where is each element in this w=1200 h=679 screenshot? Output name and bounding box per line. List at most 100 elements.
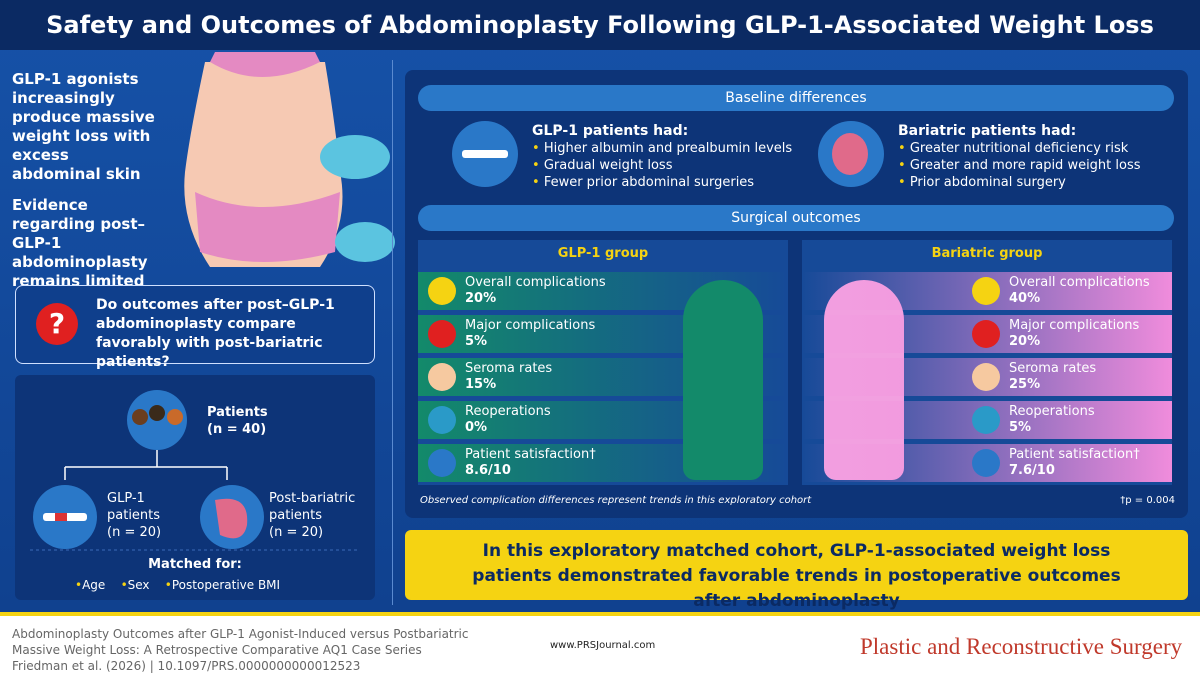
citation-line: Massive Weight Loss: A Retrospective Com…: [12, 643, 422, 657]
citation-line: Abdominoplasty Outcomes after GLP-1 Agon…: [12, 627, 469, 641]
citation-line: Friedman et al. (2026) | 10.1097/PRS.000…: [12, 659, 361, 673]
outcome-icon: [972, 406, 1000, 434]
baseline-text: Fewer prior abdominal surgeries: [543, 175, 755, 190]
baseline-text: Gradual weight loss: [543, 158, 673, 173]
baseline-column: GLP-1 patients had: • Higher albumin and …: [532, 122, 802, 191]
patients-n: (n = 40): [207, 422, 267, 437]
outcome-icon: [428, 449, 456, 477]
outcome-icon: [428, 406, 456, 434]
outcome-row: Major complications 5%: [418, 315, 788, 353]
pen-icon: [452, 121, 518, 187]
patients-label: Patients: [207, 405, 268, 420]
baseline-heading: Bariatric patients had:: [898, 123, 1077, 139]
group-label: GLP-1 patients (n = 20): [107, 490, 187, 541]
bullet: •: [532, 175, 544, 190]
intro-text: GLP-1 agonists increasingly produce mass…: [12, 70, 155, 183]
group-title: GLP-1 group: [557, 246, 649, 261]
body-illustration: [184, 52, 395, 267]
outcome-icon: [428, 320, 456, 348]
footer: Abdominoplasty Outcomes after GLP-1 Agon…: [0, 612, 1200, 679]
outcome-label: Seroma rates: [1009, 361, 1097, 376]
bullet: •: [532, 141, 544, 156]
outcome-value: 15%: [465, 377, 497, 392]
outcome-icon: [428, 363, 456, 391]
section-bar: Surgical outcomes: [418, 205, 1174, 231]
baseline-text: Greater and more rapid weight loss: [909, 158, 1141, 173]
outcome-value: 7.6/10: [1009, 463, 1055, 478]
outcome-row: Reoperations 5%: [802, 401, 1172, 439]
outcome-label: Seroma rates: [465, 361, 553, 376]
question: Do outcomes after post–GLP-1 abdominopla…: [96, 297, 335, 370]
matched-title: Matched for:: [148, 557, 242, 572]
header-bar: Safety and Outcomes of Abdominoplasty Fo…: [0, 0, 1200, 50]
group-n: (n = 20): [107, 525, 162, 540]
baseline-heading: GLP-1 patients had:: [532, 123, 689, 139]
baseline-column: Bariatric patients had: • Greater nutriti…: [898, 122, 1168, 191]
note: Observed complication differences repres…: [420, 495, 812, 506]
matched-item: Postoperative BMI: [171, 578, 281, 592]
group-name: GLP-1 patients: [107, 491, 161, 523]
baseline-item: • Gradual weight loss: [532, 157, 802, 174]
baseline-item: • Prior abdominal surgery: [898, 174, 1168, 191]
tree-lines: [30, 390, 360, 551]
footer-rule: [0, 612, 1200, 616]
outcome-label: Overall complications: [1009, 275, 1150, 290]
outcome-value: 20%: [465, 291, 497, 306]
baseline-item: • Fewer prior abdominal surgeries: [532, 174, 802, 191]
intro-text: Evidence regarding post–GLP-1 abdominopl…: [12, 196, 148, 290]
citation: Abdominoplasty Outcomes after GLP-1 Agon…: [12, 626, 469, 674]
baseline-text: Higher albumin and prealbumin levels: [543, 141, 793, 156]
stomach-icon: [818, 121, 884, 187]
group-title: Bariatric group: [931, 246, 1043, 261]
divider: [392, 60, 393, 605]
baseline-text: Prior abdominal surgery: [909, 175, 1066, 190]
outcome-value: 8.6/10: [465, 463, 511, 478]
baseline-text: Greater nutritional deficiency risk: [909, 141, 1129, 156]
url[interactable]: www.PRSJournal.com: [550, 640, 656, 651]
outcome-row: Seroma rates 15%: [418, 358, 788, 396]
outcome-value: 5%: [465, 334, 488, 349]
outcome-icon: [428, 277, 456, 305]
baseline-item: • Higher albumin and prealbumin levels: [532, 140, 802, 157]
outcome-label: Major complications: [465, 318, 596, 333]
baseline-item: • Greater and more rapid weight loss: [898, 157, 1168, 174]
question-icon: ?: [36, 303, 78, 345]
bullet: •: [898, 175, 910, 190]
outcome-row: Seroma rates 25%: [802, 358, 1172, 396]
outcome-icon: [972, 449, 1000, 477]
group-label: Post-bariatric patients (n = 20): [269, 490, 359, 541]
patients-box: Patients (n = 40) GLP-1 patients (n = 20)…: [15, 375, 375, 600]
outcome-row: Patient satisfaction† 8.6/10: [418, 444, 788, 482]
outcome-label: Patient satisfaction†: [1009, 447, 1140, 462]
bullet: •: [898, 141, 910, 156]
group-name: Post-bariatric patients: [269, 491, 356, 523]
outcome-row: Overall complications 20%: [418, 272, 788, 310]
outcome-row: Patient satisfaction† 7.6/10: [802, 444, 1172, 482]
journal: Plastic and Reconstructive Surgery: [860, 634, 1183, 659]
baseline-item: • Greater nutritional deficiency risk: [898, 140, 1168, 157]
outcome-icon: [972, 277, 1000, 305]
outcome-icon: [972, 363, 1000, 391]
conclusion-box: In this exploratory matched cohort, GLP-…: [405, 530, 1188, 611]
outcome-value: 20%: [1009, 334, 1041, 349]
outcome-row: Major complications 20%: [802, 315, 1172, 353]
group-panel: Bariatric group Overall complications 40% M…: [802, 240, 1172, 485]
outcome-row: Reoperations 0%: [418, 401, 788, 439]
matched-item: Sex: [127, 578, 150, 592]
outcome-label: Patient satisfaction†: [465, 447, 596, 462]
intro: GLP-1 agonists increasingly produce mass…: [12, 70, 162, 291]
outcome-label: Reoperations: [465, 404, 551, 419]
title: Safety and Outcomes of Abdominoplasty Fo…: [46, 11, 1154, 39]
group-n: (n = 20): [269, 525, 324, 540]
outcome-row: Overall complications 40%: [802, 272, 1172, 310]
p-value: †p = 0.004: [1120, 495, 1175, 506]
section-bar: Baseline differences: [418, 85, 1174, 111]
conclusion: In this exploratory matched cohort, GLP-…: [472, 541, 1121, 611]
question-box: ? Do outcomes after post–GLP-1 abdominop…: [15, 285, 375, 370]
outcome-icon: [972, 320, 1000, 348]
group-panel: GLP-1 group Overall complications 20% Major…: [418, 240, 788, 485]
matched-list: •Age •Sex •Postoperative BMI: [75, 578, 281, 592]
outcome-value: 5%: [1009, 420, 1032, 435]
outcome-label: Overall complications: [465, 275, 606, 290]
